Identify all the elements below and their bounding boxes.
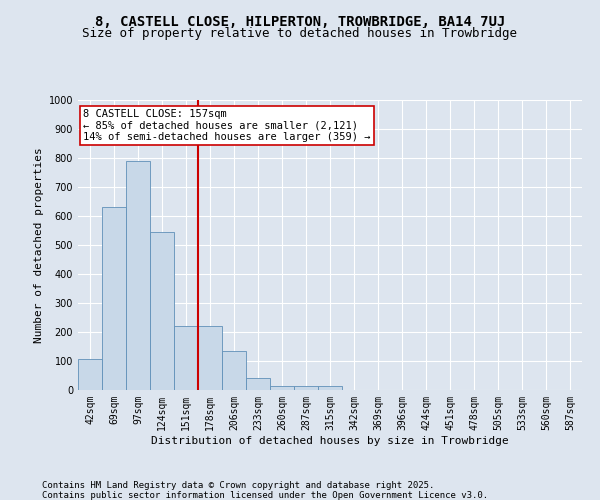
Bar: [78, 358, 102, 390]
Bar: [102, 208, 126, 390]
Bar: [198, 326, 222, 390]
Text: Contains public sector information licensed under the Open Government Licence v3: Contains public sector information licen…: [42, 491, 488, 500]
Text: Size of property relative to detached houses in Trowbridge: Size of property relative to detached ho…: [83, 28, 517, 40]
Text: 8, CASTELL CLOSE, HILPERTON, TROWBRIDGE, BA14 7UJ: 8, CASTELL CLOSE, HILPERTON, TROWBRIDGE,…: [95, 15, 505, 29]
Text: 8 CASTELL CLOSE: 157sqm
← 85% of detached houses are smaller (2,121)
14% of semi: 8 CASTELL CLOSE: 157sqm ← 85% of detache…: [83, 108, 371, 142]
Bar: [126, 161, 150, 390]
Bar: [294, 386, 318, 390]
Bar: [174, 326, 198, 390]
Text: Contains HM Land Registry data © Crown copyright and database right 2025.: Contains HM Land Registry data © Crown c…: [42, 481, 434, 490]
Y-axis label: Number of detached properties: Number of detached properties: [34, 147, 44, 343]
Bar: [150, 232, 174, 390]
Bar: [270, 386, 294, 390]
Bar: [318, 386, 342, 390]
Bar: [246, 378, 270, 390]
X-axis label: Distribution of detached houses by size in Trowbridge: Distribution of detached houses by size …: [151, 436, 509, 446]
Bar: [222, 351, 246, 390]
